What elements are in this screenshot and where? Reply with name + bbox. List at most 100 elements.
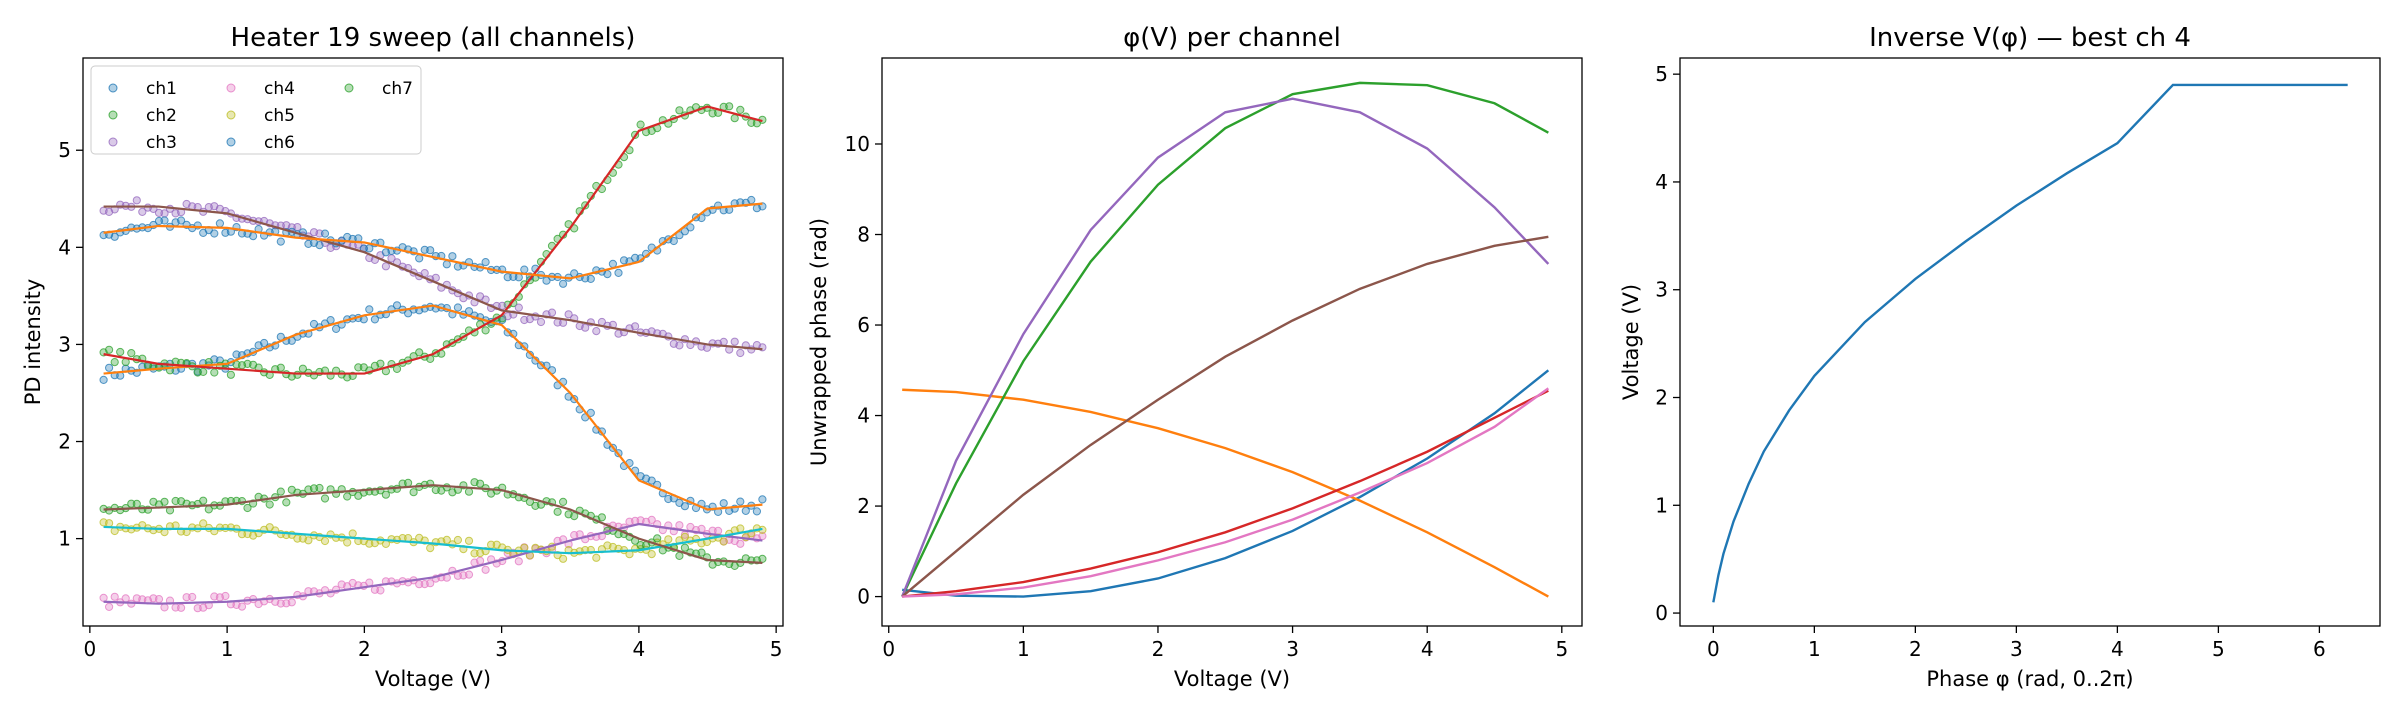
legend-label: ch2 — [146, 106, 177, 126]
data-point — [758, 495, 767, 504]
series-line-2 — [902, 388, 1549, 598]
y-tick-label: 10 — [845, 132, 870, 156]
data-point — [719, 499, 728, 508]
data-point — [603, 270, 612, 279]
data-point — [381, 262, 390, 271]
data-point — [365, 244, 374, 253]
data-point — [736, 524, 745, 533]
data-point — [448, 252, 457, 261]
data-point — [138, 207, 147, 216]
x-tick-label: 0 — [1707, 637, 1720, 661]
x-tick-label: 1 — [1017, 637, 1030, 661]
panel-1-axes-frame — [82, 57, 784, 627]
data-point — [498, 301, 507, 310]
y-tick-label: 2 — [857, 494, 870, 518]
data-point — [415, 254, 424, 263]
data-point — [697, 548, 706, 557]
y-tick-label: 6 — [857, 313, 870, 337]
data-point — [680, 227, 690, 236]
panel-1-ylabel: PD intensity — [21, 279, 45, 406]
data-point — [686, 223, 695, 232]
y-tick-label: 5 — [1655, 62, 1668, 86]
data-point — [752, 507, 762, 516]
panel-3-xlabel: Phase φ (rad, 0..2π) — [1926, 667, 2133, 691]
x-tick-label: 2 — [358, 637, 371, 661]
series-line-4 — [902, 389, 1549, 598]
data-point — [121, 594, 130, 603]
x-tick-label: 2 — [1909, 637, 1922, 661]
data-point — [105, 345, 114, 354]
panel-2-xlabel: Voltage (V) — [1174, 667, 1290, 691]
data-point — [249, 232, 258, 241]
data-point — [392, 364, 402, 373]
data-point — [453, 535, 462, 545]
data-point — [464, 487, 474, 496]
x-tick-label: 3 — [1286, 637, 1299, 661]
panel-2-plot-area — [901, 81, 1550, 598]
data-point — [110, 358, 119, 367]
legend-marker — [226, 110, 236, 120]
x-tick-label: 5 — [770, 637, 783, 661]
data-point — [105, 363, 114, 372]
data-point — [581, 323, 590, 332]
fit-line-ch1 — [103, 304, 763, 511]
data-point — [730, 114, 739, 123]
panel-3: Inverse V(φ) — best ch 4 0 1 2 3 4 5 6 0 1 2 3 4 5 P… — [1619, 23, 2381, 691]
y-tick-label: 1 — [58, 527, 71, 551]
y-tick-label: 4 — [857, 404, 870, 428]
data-point — [464, 570, 474, 579]
data-point — [343, 492, 352, 501]
data-point — [426, 246, 435, 255]
data-point — [453, 303, 462, 312]
fit-line-ch2 — [103, 105, 763, 375]
x-tick-label: 3 — [2010, 637, 2023, 661]
x-tick-label: 1 — [1808, 637, 1821, 661]
data-point — [210, 368, 219, 377]
series-ch3 — [99, 196, 767, 358]
fit-line-ch3 — [103, 205, 763, 351]
data-point — [105, 602, 114, 612]
data-point — [116, 347, 125, 357]
data-point — [298, 364, 307, 373]
y-tick-label: 1 — [1655, 493, 1668, 517]
data-point — [237, 602, 247, 611]
panel-2-ylabel: Unwrapped phase (rad) — [807, 218, 831, 466]
data-point — [647, 550, 656, 559]
data-point — [719, 537, 728, 546]
panel-3-title: Inverse V(φ) — best ch 4 — [1869, 23, 2191, 53]
data-point — [199, 519, 208, 528]
data-point — [132, 196, 141, 205]
panel-1-title: Heater 19 sweep (all channels) — [231, 23, 636, 53]
panel-3-plot-area — [1712, 83, 2348, 603]
data-point — [653, 534, 662, 543]
legend-marker — [108, 83, 118, 93]
data-point — [586, 274, 595, 283]
data-point — [481, 258, 490, 267]
data-point — [614, 268, 623, 277]
legend-box — [90, 65, 422, 155]
panel-1-ticks: 0 1 2 3 4 5 1 2 3 4 5 — [58, 138, 782, 661]
series-line-3 — [901, 81, 1549, 598]
data-point — [215, 219, 224, 228]
data-point — [409, 488, 418, 497]
x-tick-label: 3 — [495, 637, 508, 661]
y-tick-label: 0 — [1655, 601, 1668, 625]
data-point — [680, 543, 690, 552]
data-point — [675, 341, 684, 350]
data-point — [636, 120, 645, 129]
data-point — [680, 502, 690, 511]
legend-label: ch7 — [382, 79, 413, 99]
data-point — [320, 494, 330, 503]
legend-marker — [108, 137, 118, 147]
data-point — [315, 241, 324, 250]
data-point — [536, 317, 546, 327]
data-point — [736, 539, 745, 548]
data-point — [747, 195, 756, 205]
data-point — [348, 529, 357, 538]
data-point — [736, 497, 745, 506]
legend-marker — [226, 137, 236, 147]
data-point — [320, 536, 330, 546]
data-point — [714, 526, 723, 536]
x-tick-label: 1 — [221, 637, 234, 661]
